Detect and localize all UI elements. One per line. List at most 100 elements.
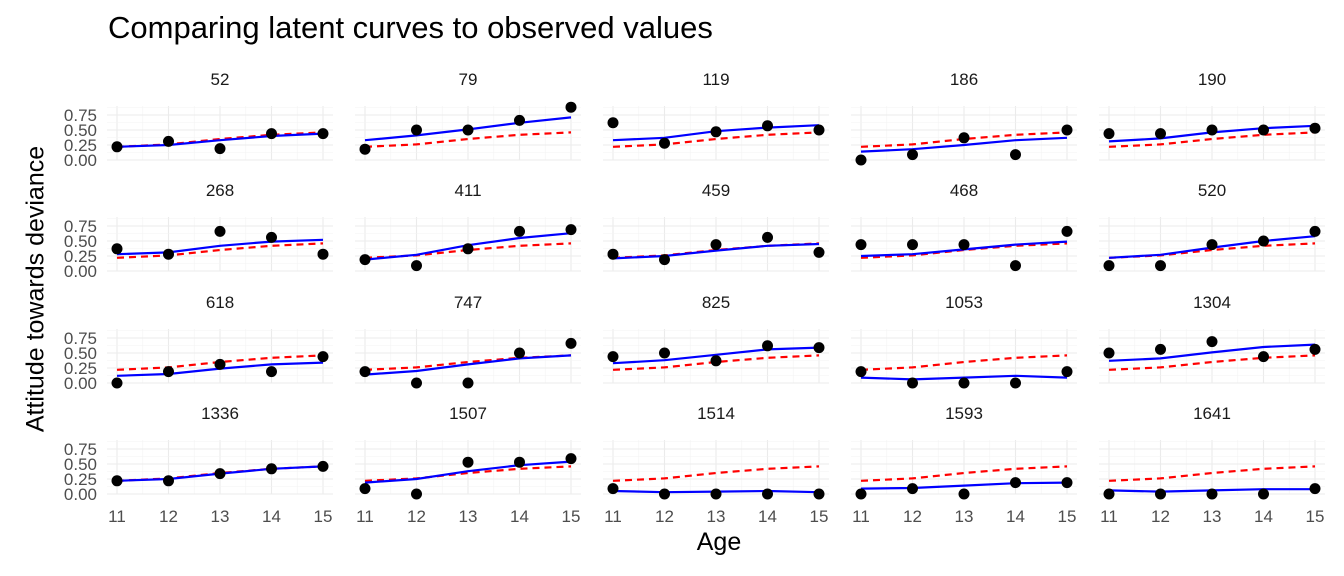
- panel-strip-label: 1304: [1193, 293, 1231, 312]
- observed-point: [163, 366, 174, 378]
- x-tick-label: 13: [1203, 507, 1222, 526]
- mean-curve-line: [1108, 354, 1316, 371]
- y-tick-label: 0.75: [64, 106, 97, 125]
- chart-title: Comparing latent curves to observed valu…: [108, 10, 713, 45]
- observed-point: [710, 488, 722, 500]
- observed-point: [411, 488, 422, 500]
- observed-point: [1258, 488, 1269, 500]
- observed-point: [813, 124, 825, 136]
- observed-point: [359, 254, 371, 266]
- x-tick-label: 15: [562, 507, 581, 526]
- observed-point: [411, 124, 422, 136]
- observed-point: [607, 248, 619, 260]
- mean-curve-line: [860, 354, 1068, 371]
- y-tick-label: 0.25: [64, 247, 97, 266]
- x-tick-label: 12: [903, 507, 922, 526]
- panel-strip-label: 1514: [697, 404, 735, 423]
- mean-curve-line: [364, 465, 572, 482]
- observed-point: [565, 337, 577, 349]
- observed-point: [111, 377, 123, 389]
- observed-point: [1206, 239, 1218, 251]
- observed-point: [514, 456, 525, 468]
- observed-point: [907, 149, 918, 161]
- observed-point: [607, 483, 619, 495]
- observed-point: [1155, 488, 1166, 500]
- observed-point: [1258, 124, 1269, 136]
- mean-curve-line: [1108, 242, 1316, 259]
- observed-point: [1103, 347, 1115, 359]
- mean-curve-line: [860, 131, 1068, 148]
- observed-point: [958, 132, 970, 144]
- x-tick-label: 11: [604, 507, 622, 526]
- observed-point: [1061, 124, 1073, 136]
- mean-curve-line: [612, 131, 820, 148]
- observed-point: [214, 358, 226, 370]
- observed-point: [214, 143, 226, 155]
- y-tick-label: 0.75: [64, 217, 97, 236]
- observed-point: [462, 124, 474, 136]
- mean-curve-line: [116, 131, 324, 148]
- observed-point: [813, 246, 825, 258]
- x-tick-label: 11: [852, 507, 870, 526]
- observed-point: [813, 342, 825, 354]
- x-tick-label: 13: [459, 507, 478, 526]
- latent-curve-line: [364, 460, 572, 484]
- observed-point: [514, 114, 525, 126]
- observed-point: [659, 254, 670, 266]
- panel-strip-label: 411: [454, 181, 481, 200]
- x-tick-label: 14: [1006, 507, 1025, 526]
- observed-point: [163, 135, 174, 147]
- y-tick-label: 0.25: [64, 136, 97, 155]
- panel-strip-label: 1593: [945, 404, 983, 423]
- observed-point: [607, 117, 619, 129]
- observed-point: [266, 366, 277, 378]
- observed-point: [607, 351, 619, 363]
- observed-point: [1155, 343, 1166, 355]
- observed-point: [855, 239, 867, 251]
- mean-curve-line: [612, 354, 820, 371]
- observed-point: [1206, 336, 1218, 348]
- x-tick-label: 15: [1058, 507, 1077, 526]
- observed-point: [1061, 225, 1073, 237]
- observed-point: [317, 351, 329, 363]
- observed-point: [1309, 122, 1321, 134]
- observed-point: [1258, 351, 1269, 363]
- observed-point: [111, 243, 123, 255]
- observed-point: [565, 101, 577, 113]
- x-tick-label: 12: [1151, 507, 1170, 526]
- observed-point: [359, 143, 371, 155]
- latent-curve-line: [116, 132, 324, 148]
- observed-point: [1309, 483, 1321, 495]
- mean-curve-line: [612, 465, 820, 482]
- observed-point: [411, 377, 422, 389]
- panel-strip-label: 459: [702, 181, 730, 200]
- mean-curve-line: [1108, 465, 1316, 482]
- x-tick-label: 12: [159, 507, 178, 526]
- mean-curve-line: [860, 465, 1068, 482]
- observed-point: [762, 231, 773, 243]
- y-tick-label: 0.00: [64, 262, 97, 281]
- mean-curve-line: [364, 131, 572, 148]
- y-tick-label: 0.00: [64, 374, 97, 393]
- mean-curve-line: [1108, 131, 1316, 148]
- latent-curve-line: [860, 136, 1068, 153]
- observed-point: [710, 126, 722, 138]
- x-tick-label: 12: [407, 507, 426, 526]
- latent-curve-line: [364, 354, 572, 376]
- mean-curve-line: [116, 242, 324, 259]
- observed-point: [907, 239, 918, 251]
- panel-strip-label: 190: [1198, 70, 1226, 89]
- observed-point: [1010, 149, 1021, 161]
- observed-point: [214, 225, 226, 237]
- observed-point: [659, 137, 670, 149]
- observed-point: [514, 225, 525, 237]
- observed-point: [958, 488, 970, 500]
- x-tick-label: 14: [1254, 507, 1273, 526]
- observed-point: [1206, 488, 1218, 500]
- mean-curve-line: [116, 354, 324, 371]
- latent-curve-line: [1108, 343, 1316, 362]
- observed-point: [1010, 377, 1021, 389]
- observed-point: [710, 355, 722, 367]
- observed-point: [855, 488, 867, 500]
